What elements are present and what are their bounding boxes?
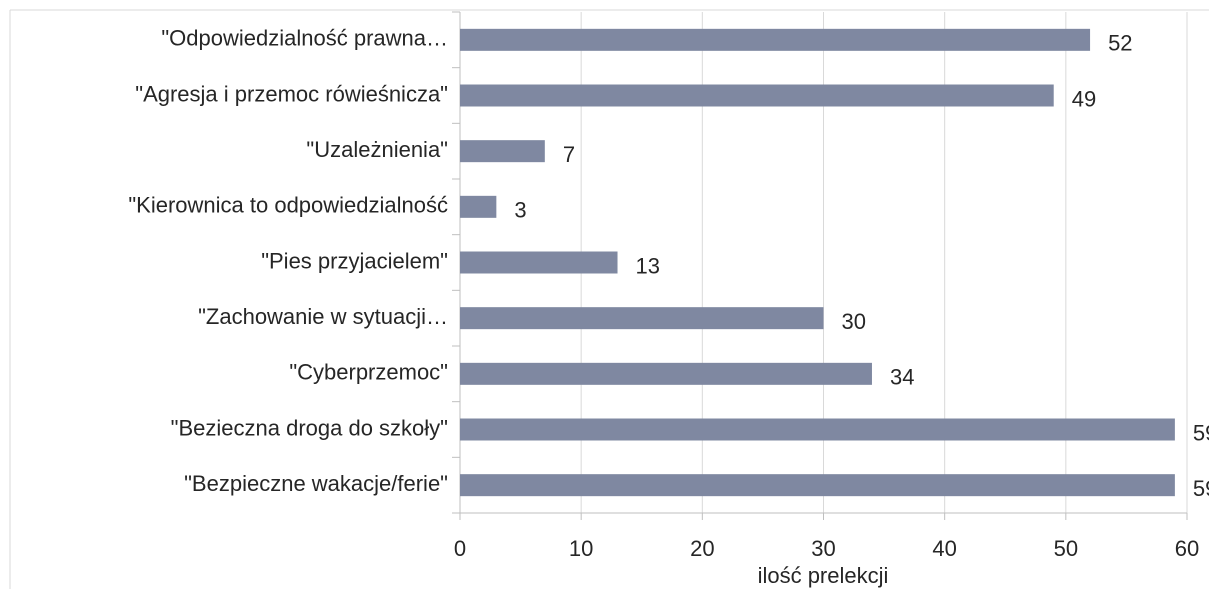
data-label: 30 bbox=[842, 309, 866, 334]
y-tick-label: "Cyberprzemoc" bbox=[289, 360, 448, 385]
data-label: 59 bbox=[1193, 476, 1209, 501]
y-tick-label: "Bezieczna droga do szkoły" bbox=[171, 415, 448, 440]
bar bbox=[460, 84, 1054, 107]
bar bbox=[460, 418, 1175, 441]
x-tick-label: 60 bbox=[1175, 536, 1199, 561]
bar bbox=[460, 474, 1175, 497]
x-tick-label: 10 bbox=[569, 536, 593, 561]
y-tick-label: "Odpowiedzialność prawna… bbox=[161, 26, 448, 51]
data-label: 49 bbox=[1072, 86, 1096, 111]
x-tick-label: 40 bbox=[932, 536, 956, 561]
data-label: 52 bbox=[1108, 31, 1132, 56]
x-axis-title: ilość prelekcji bbox=[758, 563, 889, 588]
x-tick-label: 0 bbox=[454, 536, 466, 561]
x-tick-label: 30 bbox=[811, 536, 835, 561]
bar bbox=[460, 140, 545, 163]
bar bbox=[460, 307, 824, 330]
bar bbox=[460, 195, 497, 218]
bar bbox=[460, 362, 872, 385]
y-tick-label: "Pies przyjacielem" bbox=[261, 248, 448, 273]
y-tick-label: "Uzależnienia" bbox=[306, 137, 448, 162]
x-tick-label: 20 bbox=[690, 536, 714, 561]
data-label: 7 bbox=[563, 142, 575, 167]
y-tick-label: "Bezpieczne wakacje/ferie" bbox=[184, 471, 448, 496]
y-tick-label: "Zachowanie w sytuacji… bbox=[198, 304, 448, 329]
data-label: 13 bbox=[636, 253, 660, 278]
y-tick-label: "Agresja i przemoc rówieśnicza" bbox=[135, 81, 448, 106]
y-tick-label: "Kierownica to odpowiedzialność bbox=[128, 193, 448, 218]
data-label: 3 bbox=[514, 198, 526, 223]
bar bbox=[460, 28, 1091, 51]
x-tick-label: 50 bbox=[1054, 536, 1078, 561]
bar bbox=[460, 251, 618, 274]
data-label: 34 bbox=[890, 365, 914, 390]
data-label: 59 bbox=[1193, 420, 1209, 445]
